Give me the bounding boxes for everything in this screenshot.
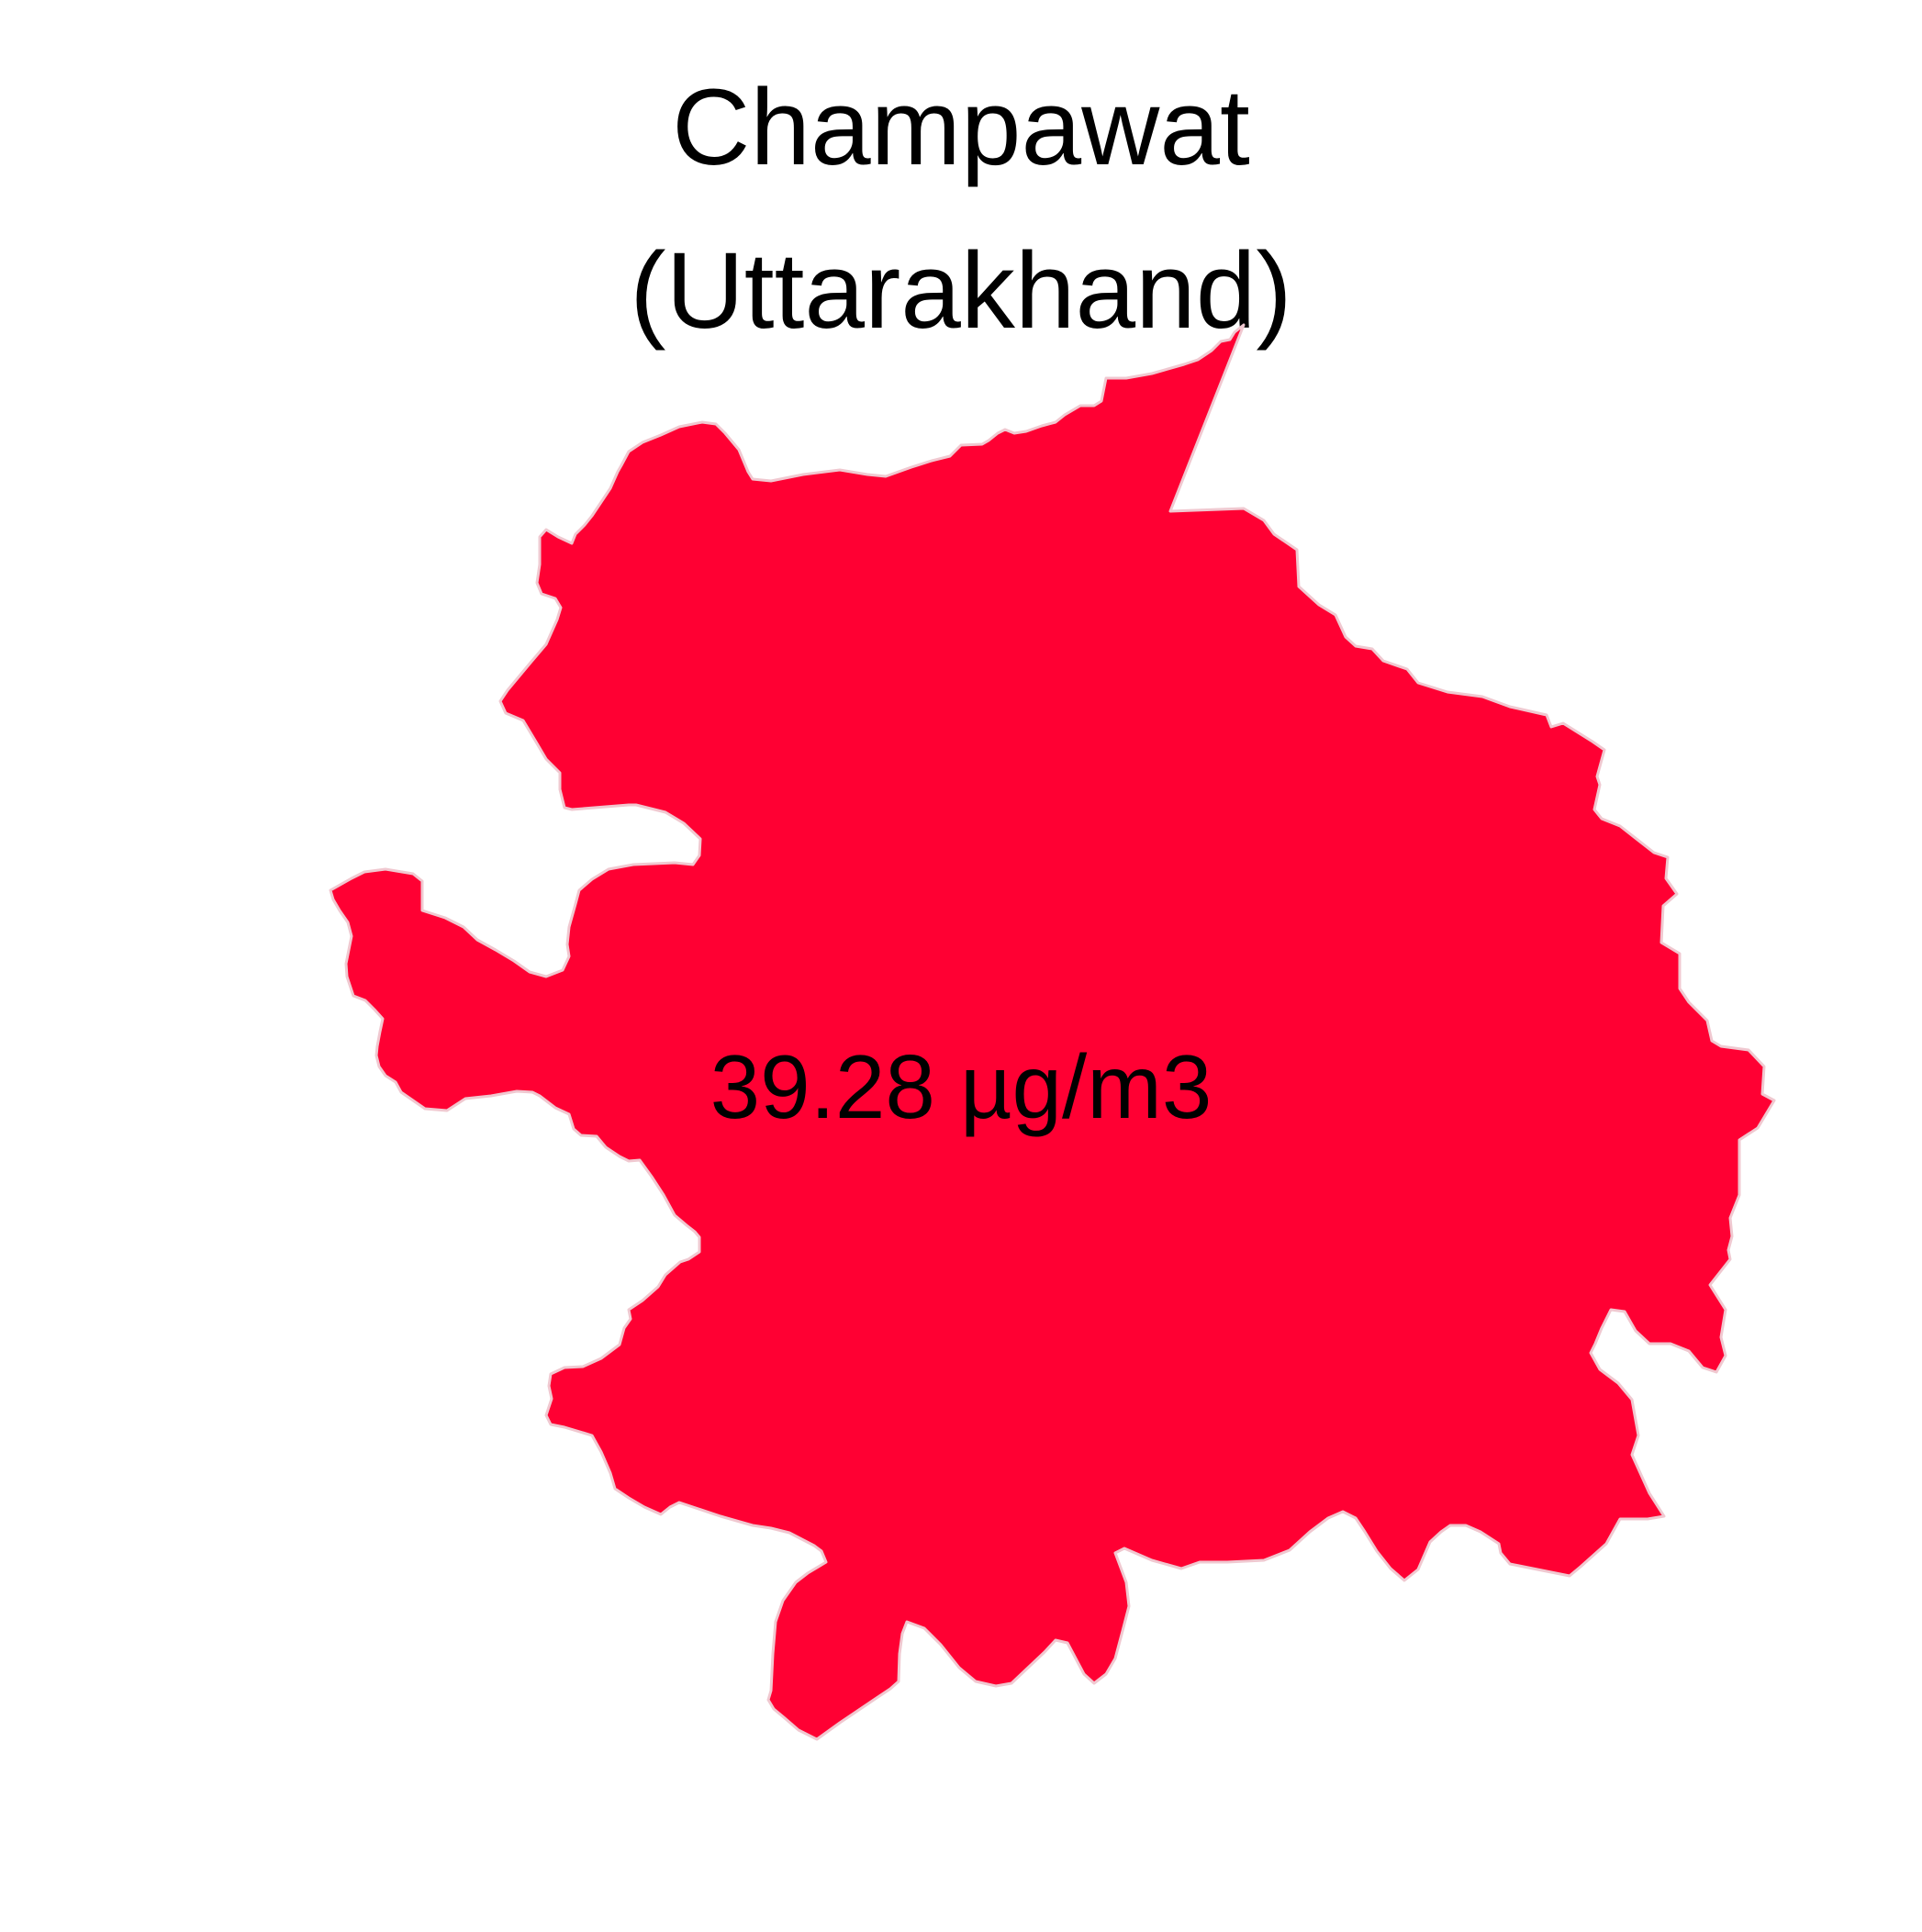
map-title: Champawat (Uttarakhand) (0, 0, 1922, 385)
district-value-label: 39.28 µg/m3 (710, 1036, 1212, 1137)
district-region-champawat (329, 323, 1776, 1741)
map-title-state: (Uttarakhand) (630, 230, 1292, 352)
map-title-district: Champawat (672, 67, 1250, 188)
